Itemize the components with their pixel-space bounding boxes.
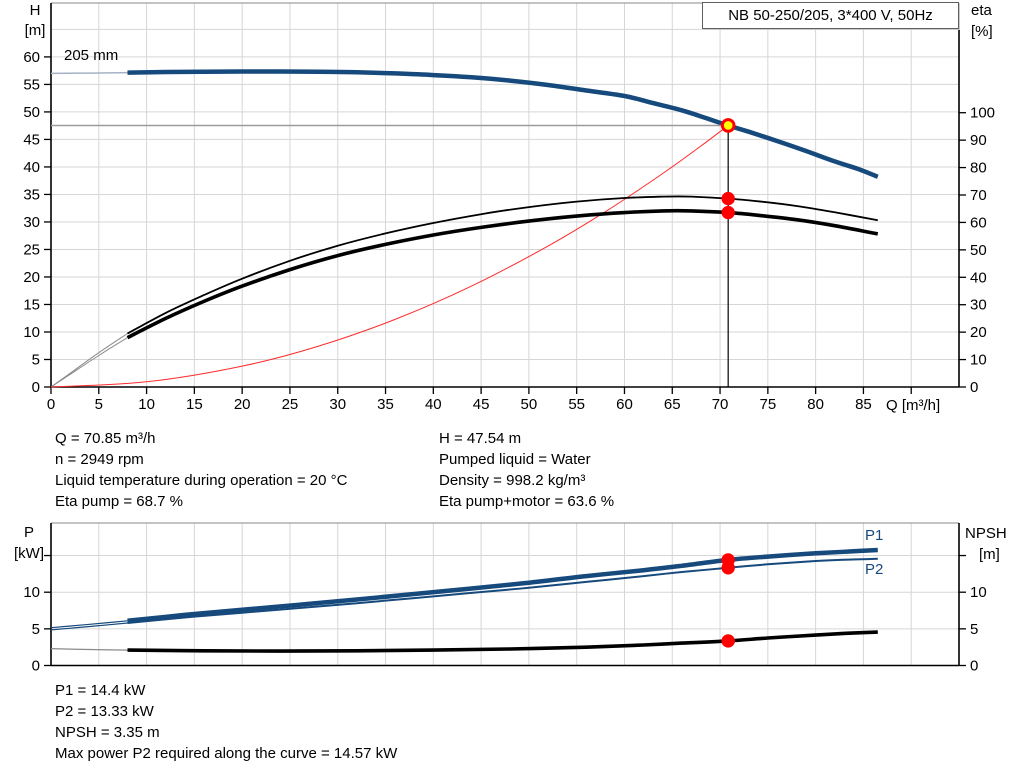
x-tick-label: 70	[712, 396, 729, 413]
hq-chart: 0 5 10 15 20 25 30 35 40 45 50 55 60 65 70 75 80 85 0 5 10 15…	[23, 2, 995, 413]
y-right-tick-label: 10	[970, 352, 987, 369]
x-tick-label: 80	[807, 396, 824, 413]
npsh-point	[721, 634, 735, 648]
eta-pump-curve	[127, 195, 878, 335]
h-axis-unit: [m]	[24, 22, 46, 39]
y-left-tick-label: 0	[32, 658, 40, 675]
x-tick-label: 20	[234, 396, 251, 413]
x-tick-label: 55	[568, 396, 585, 413]
x-tick-label: 75	[759, 396, 776, 413]
p2-point	[721, 561, 735, 575]
x-tick-label: 45	[473, 396, 490, 413]
x-tick-label: 15	[186, 396, 203, 413]
eta-pump-point	[721, 191, 735, 206]
result-q: Q = 70.85 m³/h	[55, 430, 156, 447]
y-right-tick-label: 90	[970, 132, 987, 149]
y-left-tick-label: 10	[23, 324, 40, 341]
impeller-diameter-label: 205 mm	[64, 47, 119, 64]
result-npsh: NPSH = 3.35 m	[55, 724, 160, 741]
y-left-tick-label: 40	[23, 159, 40, 176]
y-left-tick-label: 25	[23, 241, 40, 258]
y-left-tick-label: 60	[23, 49, 40, 66]
x-tick-label: 35	[377, 396, 394, 413]
y-left-tick-label: 30	[23, 214, 40, 231]
x-tick-label: 65	[664, 396, 681, 413]
q-axis-title: Q [m³/h]	[886, 397, 941, 414]
p2-curve-label: P2	[865, 561, 884, 578]
result-p1: P1 = 14.4 kW	[55, 682, 146, 699]
p1-curve	[127, 547, 878, 624]
eta-axis-unit: [%]	[971, 23, 993, 40]
result-head: H = 47.54 m	[439, 430, 522, 447]
y-right-tick-label: 0	[970, 379, 978, 396]
y-right-tick-label: 100	[970, 105, 995, 122]
y-right-tick-label: 20	[970, 324, 987, 341]
result-pumped-liquid: Pumped liquid = Water	[439, 451, 591, 468]
p2-curve	[127, 557, 878, 624]
result-density: Density = 998.2 kg/m³	[439, 472, 586, 489]
x-tick-label: 60	[616, 396, 633, 413]
npsh-axis-unit: [m]	[979, 546, 1000, 563]
y-left-tick-label: 50	[23, 104, 40, 121]
x-tick-label: 50	[521, 396, 538, 413]
y-left-tick-label: 0	[32, 379, 40, 396]
y-right-tick-label: 10	[970, 584, 987, 601]
x-tick-label: 85	[855, 396, 872, 413]
x-tick-label: 0	[47, 396, 55, 413]
y-right-tick-label: 80	[970, 160, 987, 177]
result-p2: P2 = 13.33 kW	[55, 703, 154, 720]
p1-curve-label: P1	[865, 527, 884, 544]
pump-title-box: NB 50-250/205, 3*400 V, 50Hz	[702, 2, 959, 29]
eta-motor-point	[721, 205, 735, 220]
p-axis-title: P	[23, 524, 34, 541]
result-eta-pump-motor: Eta pump+motor = 63.6 %	[439, 493, 615, 510]
eta-motor-curve-ext	[50, 337, 128, 388]
y-left-tick-label: 15	[23, 296, 40, 313]
p-axis-unit: [kW]	[14, 545, 44, 562]
y-left-tick-label: 45	[23, 131, 40, 148]
p1-curve-ext	[50, 620, 128, 629]
y-right-tick-label: 60	[970, 214, 987, 231]
y-left-tick-label: 5	[32, 621, 40, 638]
head-curve	[127, 69, 879, 179]
eta-motor-curve	[126, 208, 879, 340]
npsh-axis-title: NPSH	[965, 525, 1007, 542]
head-curve-ext	[50, 71, 128, 75]
y-right-tick-label: 0	[970, 658, 978, 675]
x-tick-label: 5	[95, 396, 103, 413]
result-speed: n = 2949 rpm	[55, 451, 144, 468]
duty-point-marker[interactable]	[720, 118, 736, 133]
y-left-tick-label: 10	[23, 584, 40, 601]
y-right-tick-label: 5	[970, 621, 978, 638]
y-right-tick-label: 30	[970, 297, 987, 314]
npsh-curve-ext	[50, 648, 128, 651]
y-left-tick-label: 55	[23, 76, 40, 93]
x-tick-label: 40	[425, 396, 442, 413]
y-left-tick-label: 5	[32, 351, 40, 368]
h-axis-title: H	[29, 2, 41, 19]
eta-axis-title: eta	[971, 2, 992, 19]
pn-chart: 0 5 10 0 5 10	[23, 522, 987, 675]
y-right-tick-label: 50	[970, 242, 987, 259]
results-bottom-column: P1 = 14.4 kW P2 = 13.33 kW NPSH = 3.35 m…	[55, 682, 397, 766]
result-max-p2: Max power P2 required along the curve = …	[55, 745, 398, 762]
p2-curve-ext	[50, 622, 128, 631]
x-tick-label: 30	[329, 396, 346, 413]
result-eta-pump: Eta pump = 68.7 %	[55, 493, 183, 510]
npsh-curve	[127, 630, 878, 653]
result-liquid-temp: Liquid temperature during operation = 20…	[55, 472, 348, 489]
y-left-tick-label: 35	[23, 186, 40, 203]
x-tick-label: 10	[138, 396, 155, 413]
x-tick-label: 25	[282, 396, 299, 413]
y-right-tick-label: 40	[970, 269, 987, 286]
system-curve	[50, 125, 729, 388]
results-left-column: Q = 70.85 m³/h n = 2949 rpm Liquid tempe…	[55, 430, 347, 514]
y-right-tick-label: 70	[970, 187, 987, 204]
results-right-column: H = 47.54 m Pumped liquid = Water Densit…	[439, 430, 614, 514]
y-left-tick-label: 20	[23, 269, 40, 286]
